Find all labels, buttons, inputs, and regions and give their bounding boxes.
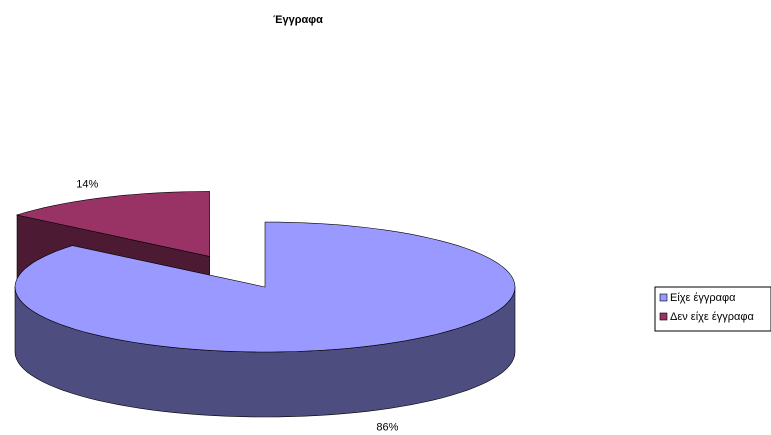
chart-title: Έγγραφα (273, 14, 323, 26)
data-label: 86% (376, 422, 398, 434)
legend-swatch (659, 293, 668, 302)
legend-label: Είχε έγγραφα (670, 292, 736, 304)
legend-box (654, 286, 771, 332)
data-label: 14% (76, 179, 98, 191)
legend-swatch (659, 312, 668, 321)
slice (14, 221, 516, 353)
legend-label: Δεν είχε έγγραφα (670, 311, 755, 323)
slice (15, 191, 210, 257)
